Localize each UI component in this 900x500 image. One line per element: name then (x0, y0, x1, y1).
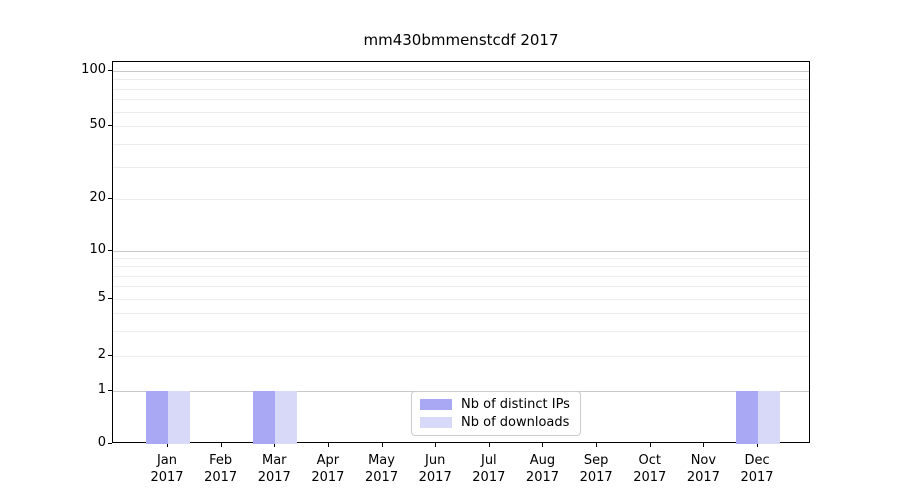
x-tick-label-month: Jan (156, 453, 178, 468)
x-tick-label-month: May (368, 453, 395, 468)
legend: Nb of distinct IPs Nb of downloads (411, 391, 581, 436)
x-tick-label-month: Aug (529, 453, 556, 468)
x-axis-tick (488, 443, 490, 447)
gridline-minor (113, 266, 809, 268)
x-tick-label: Jan 2017 (135, 453, 199, 486)
y-axis-tick (108, 443, 112, 444)
y-tick-label: 0 (97, 435, 106, 450)
x-axis-tick (274, 443, 276, 447)
bar-distinct-ips-jan (146, 391, 168, 444)
y-tick-label: 5 (97, 290, 106, 305)
y-axis-tick (108, 298, 112, 299)
y-tick-label: 1 (97, 382, 106, 397)
gridline-minor (113, 330, 809, 332)
y-axis-tick (108, 355, 112, 356)
y-tick-label: 10 (89, 242, 106, 257)
gridline-minor (113, 199, 809, 200)
x-tick-label-year: 2017 (418, 469, 452, 485)
x-tick-label-year: 2017 (740, 469, 774, 485)
y-axis-tick (108, 198, 112, 199)
x-tick-label: Aug 2017 (510, 453, 574, 486)
y-tick-label: 50 (89, 117, 106, 132)
x-axis-tick (220, 443, 222, 447)
legend-item-distinct-ips: Nb of distinct IPs (420, 397, 570, 412)
x-tick-label-year: 2017 (365, 469, 399, 485)
x-axis-tick (649, 443, 651, 447)
y-tick-label: 100 (81, 62, 106, 77)
x-tick-label: Oct 2017 (618, 453, 682, 486)
y-axis-tick (108, 390, 112, 391)
legend-label-downloads: Nb of downloads (461, 415, 570, 430)
gridline-minor (113, 356, 809, 357)
gridline-minor (113, 88, 809, 90)
bar-distinct-ips-mar (253, 391, 276, 444)
y-axis-tick (108, 70, 112, 71)
x-tick-label-month: Oct (638, 453, 661, 468)
legend-swatch-downloads (420, 417, 452, 428)
x-tick-label-year: 2017 (633, 469, 667, 485)
y-axis-tick (108, 125, 112, 126)
gridline-major (113, 251, 809, 252)
x-tick-label-year: 2017 (472, 469, 506, 485)
gridline-minor (113, 312, 809, 314)
gridline-major (113, 71, 809, 72)
gridline-minor (113, 286, 809, 288)
y-tick-label: 2 (97, 347, 106, 362)
bar-downloads-dec (758, 391, 781, 444)
gridline-minor (113, 111, 809, 113)
gridline-minor (113, 275, 809, 277)
x-tick-label: Apr 2017 (296, 453, 360, 486)
x-tick-label: Sep 2017 (564, 453, 628, 486)
x-tick-label: Dec 2017 (725, 453, 789, 486)
x-tick-label-year: 2017 (150, 469, 184, 485)
x-tick-label-year: 2017 (257, 469, 291, 485)
x-tick-label-year: 2017 (525, 469, 560, 485)
gridline-minor (113, 126, 809, 127)
gridline-minor (113, 99, 809, 101)
x-tick-label-month: Nov (690, 453, 717, 468)
x-tick-label: Mar 2017 (242, 453, 306, 486)
x-axis-tick (596, 443, 598, 447)
gridline-minor (113, 79, 809, 81)
gridline-minor (113, 299, 809, 300)
chart-title: mm430bmmenstcdf 2017 (363, 31, 559, 49)
x-tick-label-month: Jun (425, 453, 446, 468)
bar-distinct-ips-dec (736, 391, 759, 444)
x-axis-tick (167, 443, 168, 447)
x-tick-label-year: 2017 (579, 469, 613, 485)
gridline-minor (113, 166, 809, 168)
plot-area (112, 61, 810, 444)
x-tick-label-month: Sep (583, 453, 609, 468)
x-tick-label-year: 2017 (311, 469, 345, 485)
bar-downloads-jan (168, 391, 190, 444)
x-tick-label: Nov 2017 (671, 453, 735, 486)
x-axis-tick (327, 443, 329, 447)
x-axis-tick (757, 443, 759, 447)
x-tick-label: Feb 2017 (189, 453, 253, 486)
x-axis-tick (381, 443, 383, 447)
legend-label-distinct-ips: Nb of distinct IPs (461, 397, 570, 412)
x-tick-label-month: Feb (209, 453, 233, 468)
legend-swatch-distinct-ips (420, 399, 452, 410)
x-tick-label: Jun 2017 (403, 453, 467, 486)
x-tick-label: Jul 2017 (457, 453, 521, 486)
gridline-minor (113, 143, 809, 145)
x-axis-tick (435, 443, 437, 447)
x-tick-label-month: Apr (316, 453, 340, 468)
x-axis-tick (542, 443, 544, 447)
x-tick-label-month: Dec (744, 453, 770, 468)
x-tick-label-month: Jul (480, 453, 497, 468)
x-tick-label: May 2017 (350, 453, 414, 486)
bar-downloads-mar (275, 391, 298, 444)
x-tick-label-month: Mar (262, 453, 287, 468)
y-tick-label: 20 (89, 190, 106, 205)
y-axis-tick (108, 250, 112, 251)
x-tick-label-year: 2017 (686, 469, 720, 485)
x-tick-label-year: 2017 (204, 469, 238, 485)
gridline-minor (113, 258, 809, 260)
x-axis-tick (703, 443, 705, 447)
legend-item-downloads: Nb of downloads (420, 415, 570, 430)
